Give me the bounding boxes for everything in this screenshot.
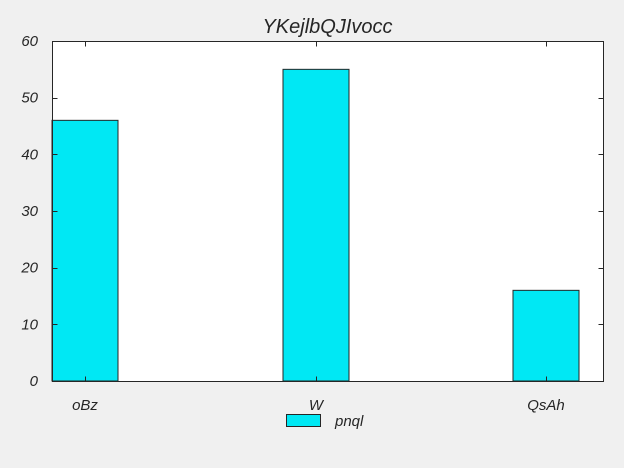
x-tick-label: oBz [72,397,98,414]
y-tick-label: 50 [21,90,38,107]
y-tick-label: 60 [21,33,38,50]
x-tick-label: QsAh [527,397,565,414]
y-axis: 0 10 20 30 40 50 60 [20,33,604,390]
bars-group [51,68,580,382]
legend-swatch [286,414,321,427]
bar-oBz [51,119,119,382]
bar-W [282,68,350,382]
x-axis: oBz W QsAh [72,41,565,414]
y-tick-label: 30 [21,203,38,220]
chart-title: YKejlbQJIvocc [262,16,392,38]
legend: pnql [286,413,364,430]
y-tick-label: 0 [30,373,39,390]
x-tick-label: W [309,397,325,414]
y-tick-label: 40 [21,146,38,163]
legend-label: pnql [334,413,364,430]
y-tick-label: 20 [20,260,38,277]
bar-QsAh [512,289,580,382]
y-tick-label: 10 [21,316,38,333]
